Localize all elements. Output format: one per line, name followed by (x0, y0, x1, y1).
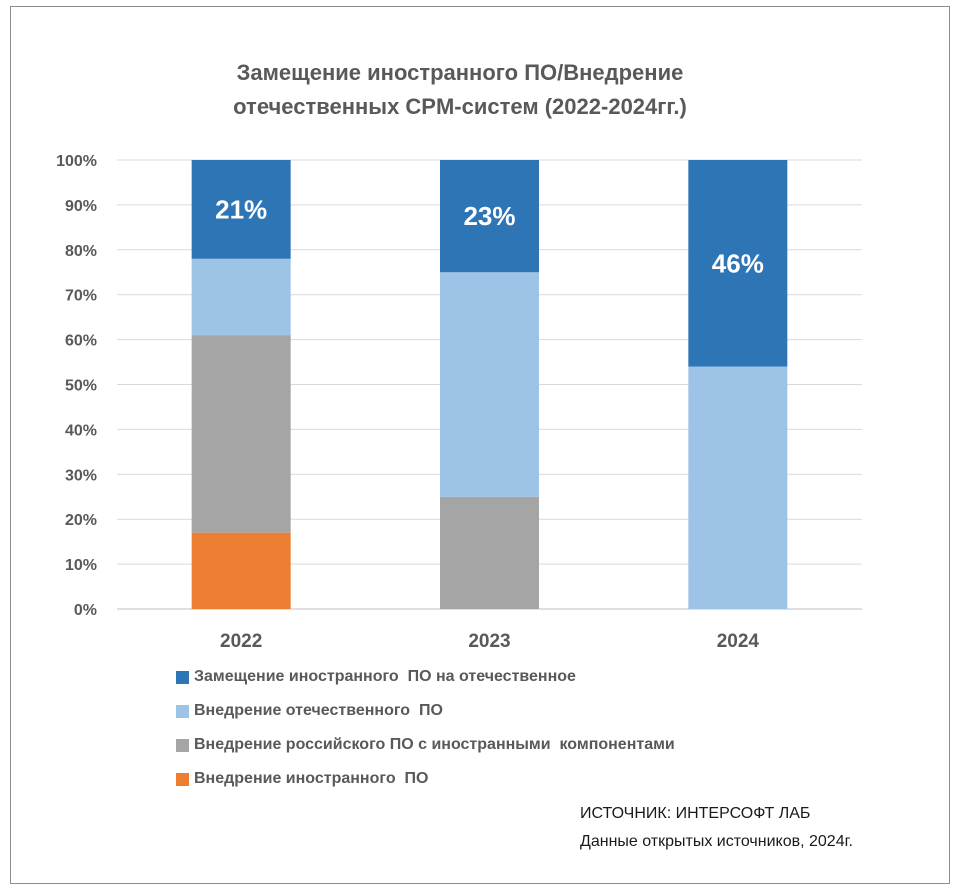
source-note: ИСТОЧНИК: ИНТЕРСОФТ ЛАБ Данные открытых … (580, 800, 853, 856)
y-tick-label: 0% (74, 602, 97, 619)
legend-label-russian-foreign-components: Внедрение российского ПО с иностранными … (194, 736, 675, 753)
y-tick-label: 100% (56, 153, 97, 170)
y-tick-label: 70% (65, 288, 97, 305)
x-tick-label: 2022 (220, 631, 262, 652)
x-tick-label: 2023 (468, 631, 510, 652)
bar-segment-2022 (191, 160, 291, 259)
y-tick-label: 40% (65, 422, 97, 439)
y-tick-label: 30% (65, 467, 97, 484)
bar-segment-2024 (688, 160, 788, 367)
y-tick-label: 60% (65, 333, 97, 350)
legend-item-foreign: Внедрение иностранного ПО (176, 762, 675, 796)
y-tick-label: 20% (65, 512, 97, 529)
legend-label-domestic: Внедрение отечественного ПО (194, 702, 443, 719)
bar-segment-2022 (191, 335, 291, 533)
data-label: 46% (712, 248, 764, 278)
bar-segment-2023 (440, 496, 539, 609)
bar-segment-2023 (440, 160, 539, 273)
legend-item-russian-foreign-components: Внедрение российского ПО с иностранными … (176, 728, 675, 762)
legend-item-domestic: Внедрение отечественного ПО (176, 694, 675, 728)
bar-segment-2024 (688, 366, 788, 609)
legend-swatch-replacement (176, 670, 189, 684)
bar-segment-2022 (191, 532, 291, 609)
y-tick-label: 50% (65, 378, 97, 395)
data-label: 23% (463, 201, 515, 231)
legend-item-replacement: Замещение иностранного ПО на отечественн… (176, 660, 675, 694)
legend-label-foreign: Внедрение иностранного ПО (194, 770, 429, 787)
stacked-bar-chart: 0% 10% 20% 30% 40% 50% 60% 70% 80% 90% 100% 21% 2022… (56, 153, 862, 652)
source-line-1: ИСТОЧНИК: ИНТЕРСОФТ ЛАБ (580, 805, 811, 822)
chart-legend: Замещение иностранного ПО на отечественн… (176, 660, 675, 796)
data-label: 21% (215, 194, 267, 224)
legend-swatch-russian-foreign-components (176, 738, 189, 752)
legend-label-replacement: Замещение иностранного ПО на отечественн… (194, 668, 576, 685)
legend-swatch-domestic (176, 704, 189, 718)
chart-title-line-1: Замещение иностранного ПО/Внедрение (236, 60, 684, 85)
y-tick-label: 90% (65, 198, 97, 215)
chart-title-line-2: отечественных CPM-систем (2022-2024гг.) (233, 94, 687, 119)
source-line-2: Данные открытых источников, 2024г. (580, 833, 853, 850)
y-tick-label: 10% (65, 557, 97, 574)
x-tick-label: 2024 (717, 631, 760, 652)
bar-segment-2023 (440, 272, 539, 497)
legend-swatch-foreign (176, 772, 189, 786)
y-tick-label: 80% (65, 243, 97, 260)
bar-segment-2022 (191, 258, 291, 336)
